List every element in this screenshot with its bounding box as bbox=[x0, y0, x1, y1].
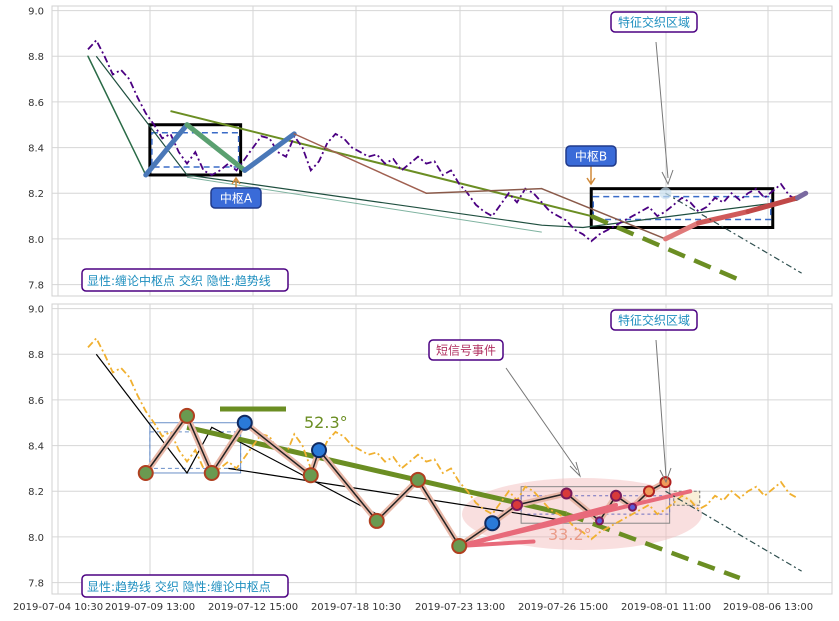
zigzag-point bbox=[451, 538, 468, 555]
zigzag-point bbox=[410, 471, 426, 488]
x-tick-label: 2019-08-06 13:00 bbox=[723, 602, 813, 613]
bi-segment bbox=[745, 195, 800, 215]
zigzag-point bbox=[368, 512, 385, 529]
bi-segment bbox=[242, 131, 297, 173]
y-tick-label: 8.2 bbox=[28, 487, 44, 498]
x-tick-label: 2019-07-12 15:00 bbox=[208, 602, 298, 613]
y-tick-label: 7.8 bbox=[28, 579, 44, 590]
bi-segment bbox=[795, 190, 809, 201]
zigzag-point bbox=[179, 407, 195, 424]
lower-trend-line-2 bbox=[186, 176, 542, 233]
x-tick-label: 2019-07-23 13:00 bbox=[415, 602, 505, 613]
zhongshu-b-label-box bbox=[565, 145, 617, 167]
feature-arrow bbox=[655, 41, 674, 186]
x-tick-label: 2019-07-09 13:00 bbox=[105, 602, 195, 613]
zhongshu-a-label: 中枢A bbox=[220, 191, 253, 206]
short-signal-arrow bbox=[505, 367, 582, 478]
y-tick-label: 8.6 bbox=[28, 98, 44, 109]
bi-segment bbox=[87, 55, 147, 176]
legend-box bbox=[81, 574, 289, 598]
feature-arrow bbox=[655, 339, 672, 484]
plot-area bbox=[51, 5, 833, 297]
angle-label-2: 33.2° bbox=[548, 525, 592, 544]
signal-line bbox=[457, 489, 693, 549]
zigzag-point bbox=[610, 489, 622, 502]
legend-box bbox=[81, 268, 289, 292]
zigzag-point bbox=[560, 487, 573, 500]
bi-segment bbox=[425, 187, 543, 194]
y-tick-label: 8.2 bbox=[28, 189, 44, 200]
y-tick-label: 9.0 bbox=[28, 305, 44, 316]
zs-b-arrow bbox=[586, 166, 596, 186]
y-tick-label: 8.0 bbox=[28, 533, 44, 544]
legend-text: 显性:缠论中枢点 交织 隐性:趋势线 bbox=[87, 273, 271, 288]
x-tick-label: 2019-08-01 11:00 bbox=[621, 602, 711, 613]
short-signal-label: 短信号事件 bbox=[436, 344, 496, 358]
x-tick-label: 2019-07-18 10:30 bbox=[311, 602, 401, 613]
y-tick-label: 8.6 bbox=[28, 396, 44, 407]
signal-line bbox=[457, 539, 536, 549]
feature-zone-label: 特征交织区域 bbox=[618, 15, 690, 30]
zigzag-point bbox=[643, 485, 655, 498]
y-tick-label: 8.0 bbox=[28, 235, 44, 246]
panel-bottom: 9.0 8.8 8.6 8.4 8.2 8.0 7.8 52.3° 33.2° 短信号事件 特征交织… bbox=[28, 303, 833, 598]
bi-segment bbox=[696, 209, 751, 226]
zigzag-point bbox=[137, 464, 154, 481]
feature-point bbox=[659, 187, 672, 200]
zhongshu-b-label: 中枢B bbox=[575, 149, 607, 164]
short-signal-label-box bbox=[428, 339, 504, 361]
price-projection bbox=[665, 490, 802, 572]
y-tick-label: 8.4 bbox=[28, 442, 44, 453]
y-tick-label: 8.8 bbox=[28, 52, 44, 63]
zigzag-point bbox=[311, 442, 327, 459]
zhongshu-box bbox=[148, 123, 243, 177]
zigzag-point bbox=[302, 467, 319, 484]
bi-segment bbox=[541, 187, 667, 240]
bi-segment bbox=[293, 133, 427, 194]
price-projection bbox=[665, 192, 802, 274]
y-tick-label: 7.8 bbox=[28, 281, 44, 292]
angle-label-1: 52.3° bbox=[304, 413, 348, 432]
panel-top: 9.0 8.8 8.6 8.4 8.2 8.0 7.8 中枢A 中枢B 特征交织区域显性:缠论中枢… bbox=[28, 5, 833, 297]
lower-trend-line bbox=[95, 55, 798, 229]
zigzag-point bbox=[628, 502, 637, 512]
x-tick-label: 2019-07-04 10:30 bbox=[13, 602, 103, 613]
zigzag-point bbox=[203, 464, 220, 481]
bi-segment bbox=[663, 220, 701, 242]
bi-segment bbox=[184, 122, 248, 173]
zigzag-point bbox=[595, 516, 604, 526]
y-tick-label: 8.8 bbox=[28, 350, 44, 361]
price-series bbox=[87, 38, 798, 243]
upper-trend-line bbox=[170, 110, 592, 218]
zigzag-point bbox=[511, 498, 523, 511]
feature-zone-label-box bbox=[610, 309, 698, 331]
legend-text: 显性:趋势线 交织 隐性:缠论中枢点 bbox=[87, 579, 271, 594]
zigzag-point bbox=[484, 515, 501, 532]
feature-zone-label: 特征交织区域 bbox=[618, 313, 690, 328]
zhongshu-a-label-box bbox=[210, 187, 262, 209]
y-tick-label: 9.0 bbox=[28, 7, 44, 18]
bi-segment bbox=[143, 122, 190, 178]
x-tick-label: 2019-07-26 15:00 bbox=[518, 602, 608, 613]
upper-trend-projection bbox=[565, 511, 741, 581]
y-tick-label: 8.4 bbox=[28, 144, 44, 155]
feature-zone-label-box bbox=[610, 11, 698, 33]
zigzag-point bbox=[236, 414, 253, 431]
